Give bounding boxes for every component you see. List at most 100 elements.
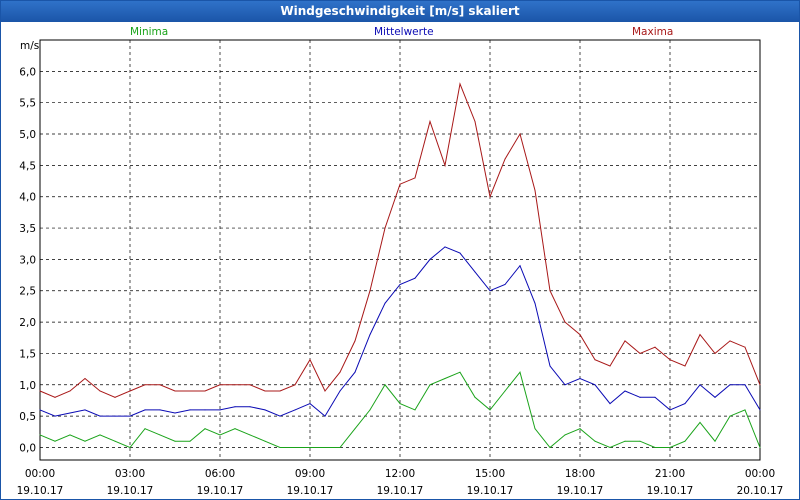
x-tick-date: 19.10.17 bbox=[557, 485, 604, 497]
data-point bbox=[654, 396, 656, 398]
data-point bbox=[99, 415, 101, 417]
data-point bbox=[684, 440, 686, 442]
data-point bbox=[624, 390, 626, 392]
data-point bbox=[549, 365, 551, 367]
minima-line-group bbox=[39, 371, 761, 449]
data-point bbox=[39, 434, 41, 436]
data-point bbox=[414, 277, 416, 279]
data-point bbox=[309, 403, 311, 405]
data-point bbox=[519, 265, 521, 267]
data-point bbox=[99, 390, 101, 392]
data-point bbox=[129, 446, 131, 448]
data-point bbox=[594, 384, 596, 386]
y-tick-label: 6,0 bbox=[19, 66, 36, 78]
data-point bbox=[324, 390, 326, 392]
data-point bbox=[489, 409, 491, 411]
grid-lines bbox=[40, 40, 760, 460]
legend-mittelwerte: Mittelwerte bbox=[374, 26, 434, 38]
data-point bbox=[69, 390, 71, 392]
x-tick-date: 19.10.17 bbox=[467, 485, 514, 497]
data-point bbox=[129, 415, 131, 417]
data-point bbox=[504, 390, 506, 392]
data-point bbox=[84, 378, 86, 380]
x-tick-time: 21:00 bbox=[655, 468, 685, 480]
data-point bbox=[759, 409, 761, 411]
data-point bbox=[549, 446, 551, 448]
data-point bbox=[189, 409, 191, 411]
data-point bbox=[519, 133, 521, 135]
data-point bbox=[84, 409, 86, 411]
data-point bbox=[459, 83, 461, 85]
data-point bbox=[234, 406, 236, 408]
data-point bbox=[249, 434, 251, 436]
data-point bbox=[309, 359, 311, 361]
plot-border bbox=[39, 39, 761, 461]
x-tick-date: 19.10.17 bbox=[107, 485, 154, 497]
data-point bbox=[639, 352, 641, 354]
data-point bbox=[144, 384, 146, 386]
data-point bbox=[714, 440, 716, 442]
x-tick-date: 19.10.17 bbox=[377, 485, 424, 497]
data-point bbox=[294, 446, 296, 448]
data-point bbox=[624, 440, 626, 442]
legend-maxima: Maxima bbox=[632, 26, 673, 38]
data-point bbox=[354, 428, 356, 430]
data-point bbox=[399, 283, 401, 285]
x-axis-ticks: 00:00 19.10.17 03:00 19.10.17 06:00 19.10.17 0… bbox=[17, 468, 784, 497]
data-point bbox=[204, 390, 206, 392]
data-point bbox=[729, 384, 731, 386]
y-tick-label: 3,0 bbox=[19, 254, 36, 266]
data-point bbox=[699, 421, 701, 423]
data-point bbox=[219, 384, 221, 386]
data-point bbox=[429, 258, 431, 260]
data-point bbox=[114, 396, 116, 398]
data-point bbox=[444, 164, 446, 166]
data-point bbox=[414, 409, 416, 411]
data-point bbox=[444, 246, 446, 248]
y-axis-label: m/s bbox=[20, 40, 39, 52]
data-point bbox=[114, 415, 116, 417]
data-point bbox=[534, 428, 536, 430]
series-lines bbox=[39, 82, 761, 449]
data-point bbox=[534, 189, 536, 191]
data-point bbox=[369, 334, 371, 336]
x-tick-time: 18:00 bbox=[565, 468, 595, 480]
data-point bbox=[159, 434, 161, 436]
data-point bbox=[249, 384, 251, 386]
data-point bbox=[609, 365, 611, 367]
data-point bbox=[579, 334, 581, 336]
y-axis-ticks: 0,0 0,5 1,0 1,5 2,0 2,5 3,0 3,5 4,0 4,5 5,0 5,5 6,0 bbox=[19, 66, 36, 454]
data-point bbox=[249, 406, 251, 408]
data-point bbox=[474, 271, 476, 273]
x-tick-time: 00:00 bbox=[25, 468, 55, 480]
x-tick-time: 15:00 bbox=[475, 468, 505, 480]
data-point bbox=[324, 446, 326, 448]
data-point bbox=[234, 428, 236, 430]
data-point bbox=[729, 340, 731, 342]
data-point bbox=[189, 440, 191, 442]
data-point bbox=[369, 290, 371, 292]
data-point bbox=[384, 384, 386, 386]
data-point bbox=[234, 384, 236, 386]
data-point bbox=[519, 371, 521, 373]
mittelwerte-line-group bbox=[39, 246, 761, 417]
y-tick-label: 3,5 bbox=[19, 223, 36, 235]
data-point bbox=[729, 415, 731, 417]
y-tick-label: 1,0 bbox=[19, 380, 36, 392]
data-point bbox=[759, 384, 761, 386]
x-tick-date: 19.10.17 bbox=[17, 485, 64, 497]
data-point bbox=[579, 428, 581, 430]
data-point bbox=[39, 409, 41, 411]
data-point bbox=[264, 390, 266, 392]
data-point bbox=[69, 412, 71, 414]
data-point bbox=[669, 446, 671, 448]
data-point bbox=[444, 378, 446, 380]
data-point bbox=[204, 428, 206, 430]
y-tick-label: 4,5 bbox=[19, 160, 36, 172]
data-point bbox=[279, 390, 281, 392]
x-tick-time: 09:00 bbox=[295, 468, 325, 480]
data-point bbox=[264, 440, 266, 442]
data-point bbox=[654, 446, 656, 448]
maxima-line-group bbox=[39, 82, 761, 398]
data-point bbox=[504, 158, 506, 160]
